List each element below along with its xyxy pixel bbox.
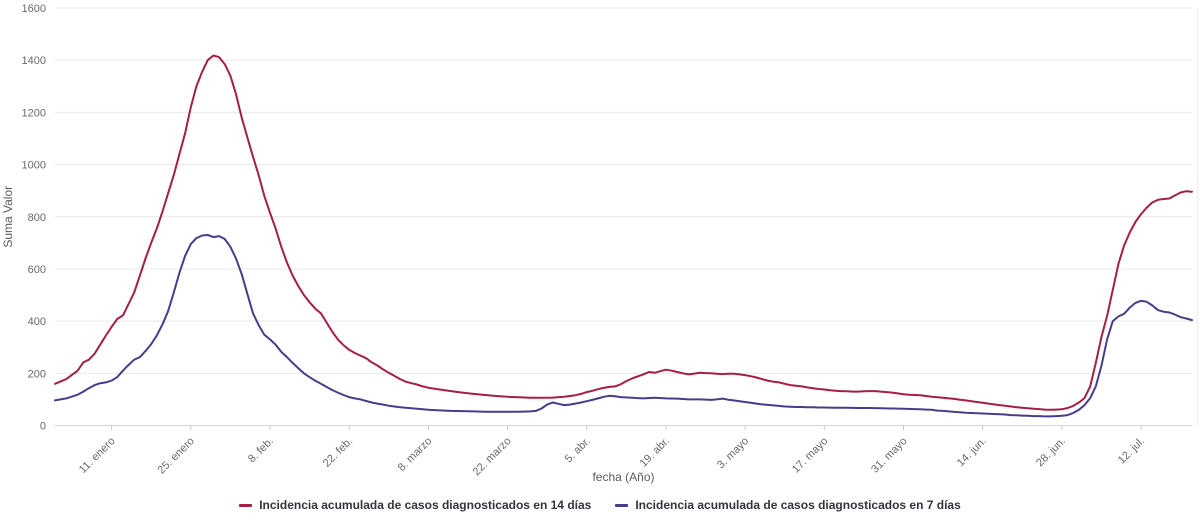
x-tick-label: 19. abr. (638, 435, 672, 469)
legend: Incidencia acumulada de casos diagnostic… (0, 498, 1200, 512)
y-tick-label: 1400 (22, 55, 46, 67)
x-tick-label: 14. jun. (955, 435, 989, 469)
series-line-ia7 (54, 234, 1193, 418)
y-tick-label: 0 (40, 421, 46, 433)
legend-item-14d[interactable]: Incidencia acumulada de casos diagnostic… (239, 498, 591, 512)
x-tick-label: 8. marzo (396, 435, 435, 474)
legend-swatch-7d (615, 503, 629, 507)
x-tick-label: 22. feb. (321, 435, 355, 469)
x-tick-label: 31. mayo (869, 435, 909, 475)
x-tick-label: 22. marzo (471, 435, 514, 478)
x-tick-label: 11. enero (77, 435, 118, 476)
y-tick-label: 200 (28, 368, 46, 380)
y-tick-label: 600 (28, 264, 46, 276)
y-tick-label: 1600 (22, 3, 46, 15)
y-tick-label: 800 (28, 212, 46, 224)
x-tick-label: 12. jul. (1116, 435, 1147, 466)
legend-item-7d[interactable]: Incidencia acumulada de casos diagnostic… (615, 498, 961, 512)
incidence-line-chart: 0 200 400 600 800 1000 1200 1400 1600 11. enero 25… (1, 3, 1198, 484)
x-tick-label: 5. abr. (563, 435, 593, 465)
x-tick-label: 17. mayo (790, 435, 830, 475)
y-tick-label: 1200 (22, 107, 46, 119)
legend-swatch-14d (239, 503, 253, 507)
y-tick-label: 1000 (22, 160, 46, 172)
x-tick-label: 3. mayo (715, 435, 751, 471)
x-tick-label: 28. jun. (1034, 435, 1068, 469)
x-tick-label: 25. enero (156, 435, 197, 476)
legend-label-14d: Incidencia acumulada de casos diagnostic… (259, 498, 592, 512)
y-axis-title: Suma Valor (1, 186, 15, 248)
series-line-ia14 (54, 54, 1193, 411)
x-tick-label: 8. feb. (246, 435, 276, 465)
legend-label-7d: Incidencia acumulada de casos diagnostic… (635, 498, 961, 512)
x-axis-title: fecha (Año) (592, 470, 654, 484)
y-tick-label: 400 (28, 316, 46, 328)
